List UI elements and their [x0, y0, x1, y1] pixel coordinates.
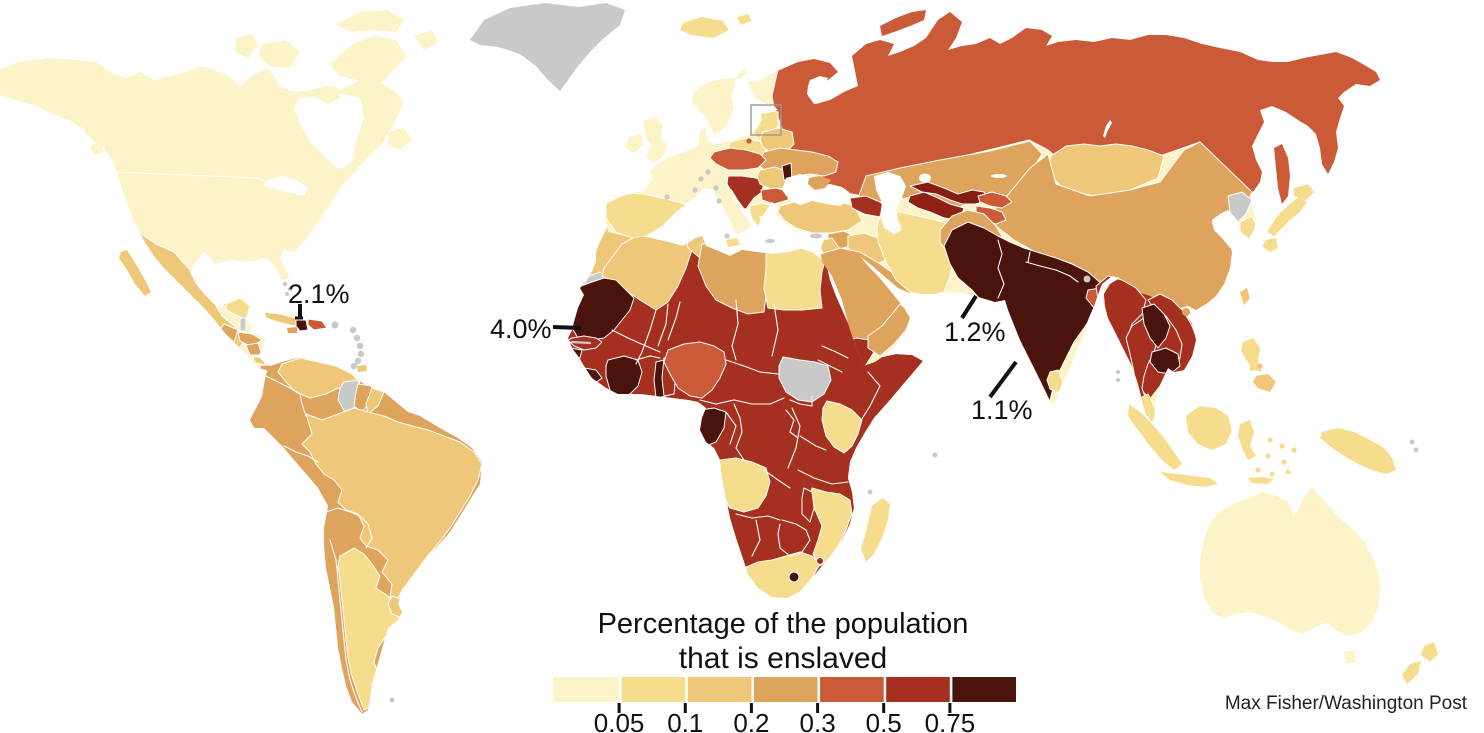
- svg-text:0.2: 0.2: [733, 708, 769, 733]
- svg-text:2.1%: 2.1%: [288, 279, 350, 309]
- svg-text:Percentage of the population: Percentage of the population: [598, 608, 969, 640]
- svg-text:0.75: 0.75: [925, 708, 976, 733]
- svg-text:Max Fisher/Washington Post: Max Fisher/Washington Post: [1225, 693, 1468, 714]
- svg-text:0.3: 0.3: [800, 708, 836, 733]
- svg-text:0.5: 0.5: [866, 708, 902, 733]
- svg-text:4.0%: 4.0%: [490, 314, 552, 344]
- svg-text:0.1: 0.1: [667, 708, 703, 733]
- svg-text:1.1%: 1.1%: [971, 395, 1033, 425]
- svg-text:that is enslaved: that is enslaved: [679, 642, 887, 675]
- svg-text:1.2%: 1.2%: [944, 317, 1006, 347]
- svg-text:0.05: 0.05: [594, 708, 645, 733]
